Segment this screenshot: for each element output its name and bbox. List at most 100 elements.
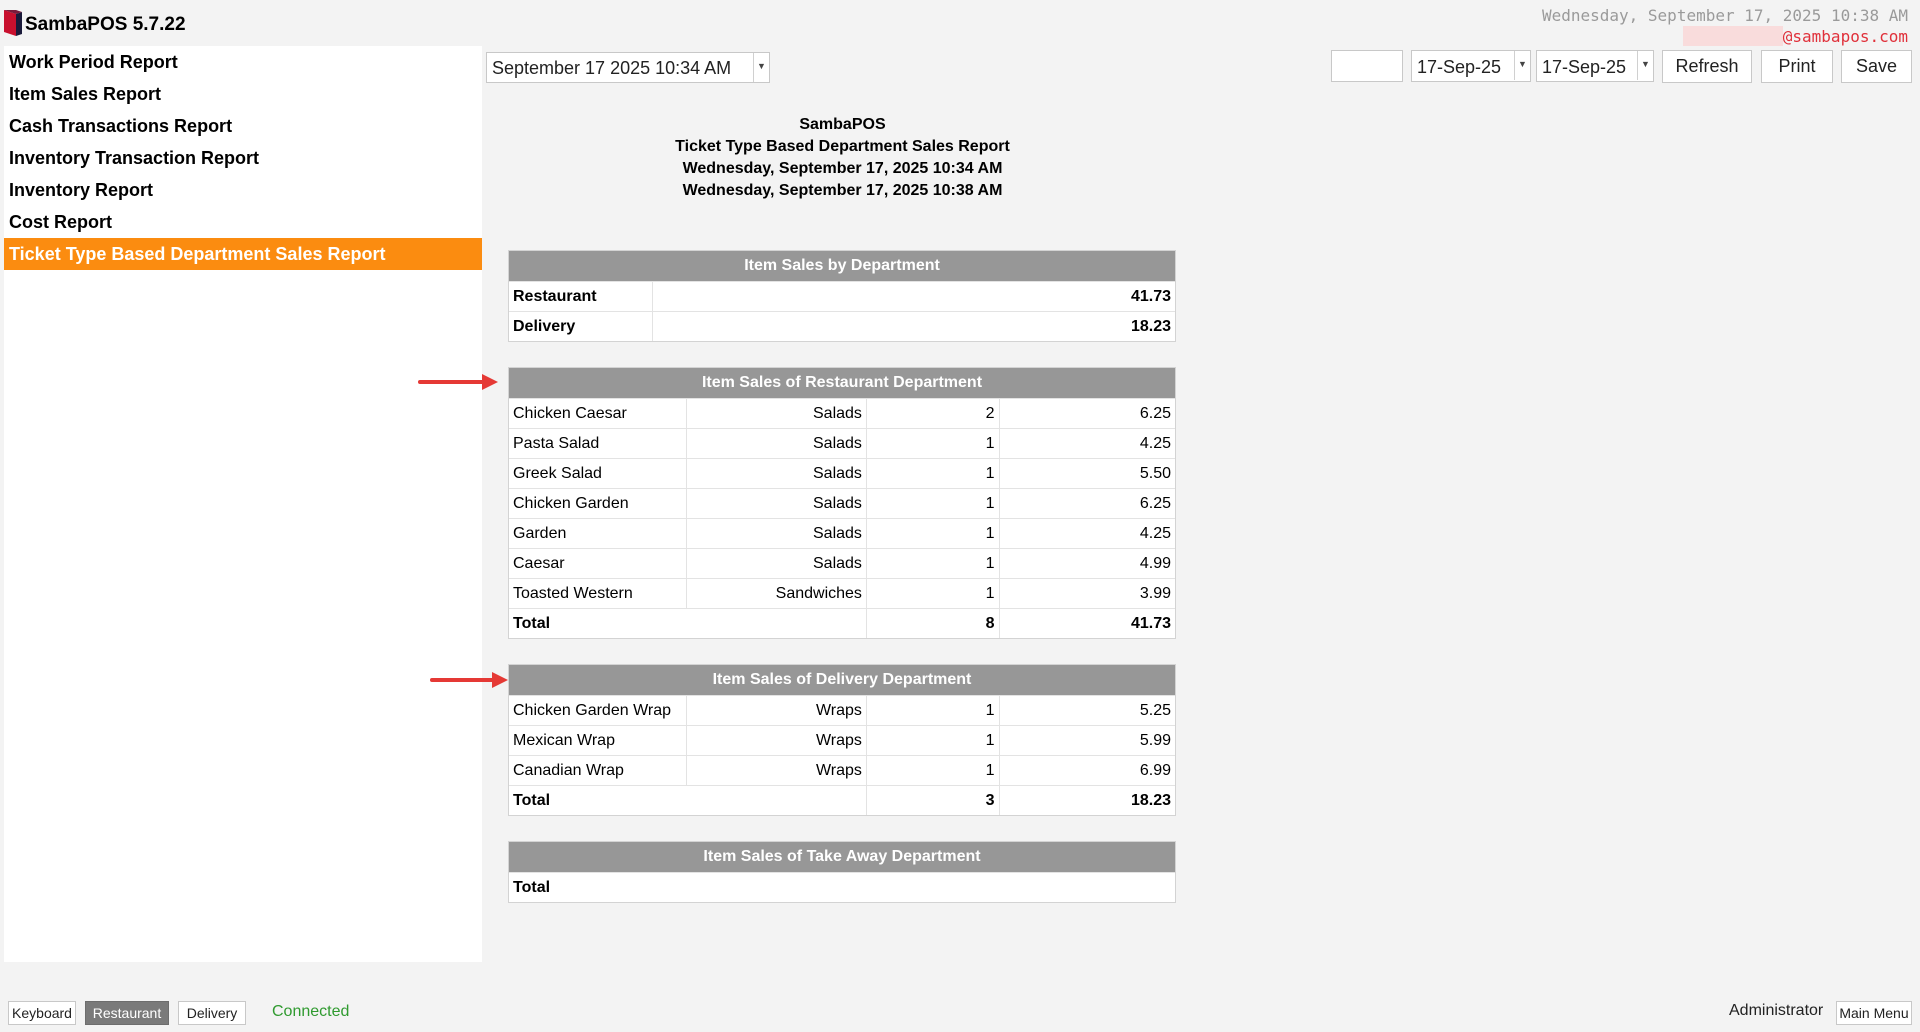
sidebar-item-cash-transactions-report[interactable]: Cash Transactions Report [9,116,233,136]
sidebar-item-work-period-report[interactable]: Work Period Report [9,52,178,72]
filter-input[interactable] [1331,50,1403,82]
item-group: Salads [686,489,865,518]
department-name: Delivery [513,318,576,335]
item-group: Salads [686,519,865,548]
item-amount: 5.50 [998,459,1175,488]
item-name: Chicken Caesar [513,405,627,422]
item-name: Toasted Western [513,585,633,602]
table-row: Mexican Wrap Wraps 1 5.99 [509,725,1175,755]
start-date-select[interactable]: 17-Sep-25 ▼ [1411,50,1531,82]
print-button[interactable]: Print [1761,50,1833,83]
end-date-select[interactable]: 17-Sep-25 ▼ [1536,50,1654,82]
item-group: Salads [686,459,865,488]
total-label: Total [513,792,551,809]
item-name: Chicken Garden [513,495,629,512]
total-quantity: 8 [865,609,999,638]
department-amount: 18.23 [651,312,1175,341]
department-name: Restaurant [513,288,597,305]
user-email: @sambapos.com [1782,26,1908,46]
logged-in-user: Administrator [1729,1002,1824,1019]
total-label: Total [513,879,551,896]
total-quantity: 3 [865,786,999,815]
item-name: Canadian Wrap [513,762,624,779]
connection-status: Connected [272,1003,350,1020]
item-name: Greek Salad [513,465,602,482]
sidebar-item-inventory-transaction-report[interactable]: Inventory Transaction Report [9,148,260,168]
table-title: Item Sales of Delivery Department [509,665,1175,695]
total-amount: 41.73 [998,609,1175,638]
item-name: Caesar [513,555,565,572]
work-period-value: September 17 2025 10:34 AM [492,58,732,78]
main-menu-button[interactable]: Main Menu [1836,1001,1912,1025]
table-row: Garden Salads 1 4.25 [509,518,1175,548]
total-amount: 18.23 [998,786,1175,815]
department-amount: 41.73 [651,282,1175,311]
report-end-date: Wednesday, September 17, 2025 10:38 AM [682,182,1003,199]
table-row: Chicken Caesar Salads 2 6.25 [509,398,1175,428]
item-group: Salads [686,399,865,428]
department-sales-table: Item Sales by Department Restaurant 41.7… [508,250,1176,342]
item-name: Pasta Salad [513,435,600,452]
sidebar-item-inventory-report[interactable]: Inventory Report [9,180,154,200]
table-row: Toasted Western Sandwiches 1 3.99 [509,578,1175,608]
total-row: Total 8 41.73 [509,608,1175,638]
item-amount: 4.25 [998,429,1175,458]
item-group: Wraps [686,696,865,725]
restaurant-department-button[interactable]: Restaurant [85,1001,169,1025]
item-amount: 4.99 [998,549,1175,578]
report-list-sidebar: Work Period Report Item Sales Report Cas… [4,46,482,962]
item-name: Mexican Wrap [513,732,615,749]
table-row: Caesar Salads 1 4.99 [509,548,1175,578]
table-row: Canadian Wrap Wraps 1 6.99 [509,755,1175,785]
item-amount: 6.25 [998,399,1175,428]
annotation-arrow-icon [418,374,498,390]
item-group: Salads [686,429,865,458]
item-quantity: 1 [865,519,999,548]
sidebar-item-cost-report[interactable]: Cost Report [9,212,112,232]
item-amount: 5.25 [998,696,1175,725]
item-group: Sandwiches [686,579,865,608]
keyboard-button[interactable]: Keyboard [8,1001,76,1025]
item-quantity: 1 [865,549,999,578]
item-amount: 6.25 [998,489,1175,518]
report-company: SambaPOS [799,116,886,133]
end-date-value: 17-Sep-25 [1542,57,1627,77]
table-title: Item Sales of Restaurant Department [509,368,1175,398]
item-quantity: 2 [865,399,999,428]
sidebar-item-ticket-type-department-sales-report[interactable]: Ticket Type Based Department Sales Repor… [4,238,482,270]
report-header: SambaPOS Ticket Type Based Department Sa… [600,114,1085,202]
work-period-select[interactable]: September 17 2025 10:34 AM ▼ [486,52,770,83]
chevron-down-icon[interactable]: ▼ [753,53,769,82]
table-title: Item Sales by Department [509,251,1175,281]
item-amount: 4.25 [998,519,1175,548]
start-date-value: 17-Sep-25 [1417,57,1502,77]
sidebar-item-item-sales-report[interactable]: Item Sales Report [9,84,162,104]
chevron-down-icon[interactable]: ▼ [1514,51,1530,80]
total-label: Total [513,615,551,632]
report-title: Ticket Type Based Department Sales Repor… [675,138,1010,155]
item-name: Garden [513,525,567,542]
item-quantity: 1 [865,459,999,488]
item-group: Wraps [686,726,865,755]
clock: Wednesday, September 17, 2025 10:38 AM [1541,6,1908,25]
delivery-department-button[interactable]: Delivery [178,1001,246,1025]
item-amount: 6.99 [998,756,1175,785]
chevron-down-icon[interactable]: ▼ [1637,51,1653,80]
item-quantity: 1 [865,579,999,608]
refresh-button[interactable]: Refresh [1662,50,1752,83]
item-quantity: 1 [865,726,999,755]
save-button[interactable]: Save [1841,50,1912,83]
table-row: Chicken Garden Wrap Wraps 1 5.25 [509,695,1175,725]
item-amount: 3.99 [998,579,1175,608]
item-name: Chicken Garden Wrap [513,702,671,719]
report-start-date: Wednesday, September 17, 2025 10:34 AM [682,160,1003,177]
item-quantity: 1 [865,756,999,785]
total-row: Total [509,872,1175,902]
app-header: SambaPOS 5.7.22 Wednesday, September 17,… [0,0,1920,46]
delivery-sales-table: Item Sales of Delivery Department Chicke… [508,664,1176,816]
table-title: Item Sales of Take Away Department [509,842,1175,872]
item-group: Salads [686,549,865,578]
total-row: Total 3 18.23 [509,785,1175,815]
annotation-arrow-icon [430,672,508,688]
takeaway-sales-table: Item Sales of Take Away Department Total [508,841,1176,903]
